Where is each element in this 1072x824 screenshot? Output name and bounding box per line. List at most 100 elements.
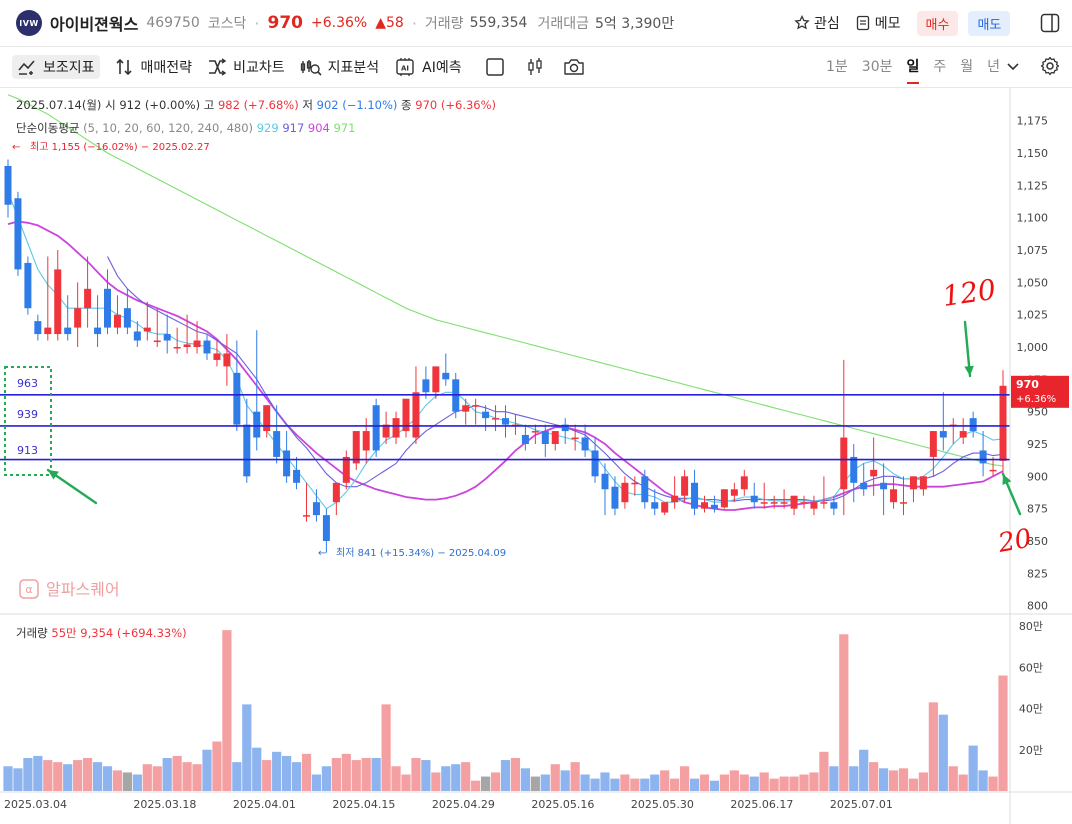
candle[interactable] bbox=[213, 340, 221, 367]
candle[interactable] bbox=[541, 424, 549, 457]
candle[interactable] bbox=[163, 314, 171, 354]
candle[interactable] bbox=[133, 321, 141, 347]
period-0[interactable]: 1분 bbox=[826, 59, 848, 75]
candle[interactable] bbox=[273, 405, 281, 464]
candle[interactable] bbox=[641, 469, 649, 509]
candle[interactable] bbox=[123, 288, 131, 335]
candle[interactable] bbox=[442, 353, 450, 386]
candle[interactable] bbox=[74, 282, 82, 347]
candle[interactable] bbox=[34, 314, 42, 341]
candle[interactable] bbox=[710, 495, 718, 513]
memo-button[interactable]: 메모 bbox=[856, 13, 901, 33]
candle[interactable] bbox=[94, 295, 102, 347]
candle[interactable] bbox=[492, 405, 500, 432]
candle[interactable] bbox=[303, 482, 310, 522]
candle[interactable] bbox=[432, 366, 440, 399]
period-dropdown-button[interactable] bbox=[1006, 59, 1020, 78]
candle[interactable] bbox=[322, 508, 330, 553]
watch-button[interactable]: 관심 bbox=[794, 13, 840, 33]
candle[interactable] bbox=[780, 489, 788, 509]
candle[interactable] bbox=[173, 327, 181, 354]
candle[interactable] bbox=[870, 437, 878, 496]
candle[interactable] bbox=[770, 495, 778, 509]
candle[interactable] bbox=[601, 463, 609, 516]
candle[interactable] bbox=[800, 495, 808, 509]
candle[interactable] bbox=[482, 405, 490, 432]
period-5[interactable]: 년 bbox=[987, 59, 1001, 75]
candle[interactable] bbox=[382, 411, 390, 444]
candle[interactable] bbox=[293, 456, 301, 490]
candle[interactable] bbox=[392, 411, 400, 444]
candle[interactable] bbox=[999, 370, 1007, 474]
candle[interactable] bbox=[511, 414, 519, 435]
candle[interactable] bbox=[412, 366, 420, 444]
candle[interactable] bbox=[342, 450, 350, 490]
tool-compare-button[interactable]: 비교차트 bbox=[207, 57, 285, 77]
candle[interactable] bbox=[661, 502, 669, 516]
draw-square-button[interactable] bbox=[485, 57, 505, 77]
sell-button[interactable]: 매도 bbox=[968, 10, 1011, 36]
candle[interactable] bbox=[561, 418, 569, 444]
candle[interactable] bbox=[472, 398, 480, 425]
candle[interactable] bbox=[790, 495, 798, 516]
screenshot-button[interactable] bbox=[563, 57, 585, 77]
candle[interactable] bbox=[531, 424, 539, 444]
candle[interactable] bbox=[621, 476, 629, 509]
candle[interactable] bbox=[312, 489, 320, 522]
period-2[interactable]: 일 bbox=[906, 56, 920, 84]
candle[interactable] bbox=[611, 476, 619, 516]
tool-ai-button[interactable]: AI AI예측 bbox=[394, 57, 462, 77]
candle[interactable] bbox=[740, 469, 748, 496]
candle[interactable] bbox=[949, 418, 957, 444]
candle[interactable] bbox=[402, 398, 410, 438]
candle[interactable] bbox=[551, 431, 559, 451]
candle[interactable] bbox=[671, 476, 679, 509]
candle[interactable] bbox=[929, 431, 937, 477]
candle[interactable] bbox=[681, 469, 689, 503]
tool-strategy-button[interactable]: 매매전략 bbox=[115, 57, 192, 77]
candle[interactable] bbox=[909, 476, 917, 503]
candle[interactable] bbox=[223, 334, 231, 386]
tool-analysis-button[interactable]: 지표분석 bbox=[300, 57, 379, 77]
candle[interactable] bbox=[352, 431, 360, 470]
candle[interactable] bbox=[183, 314, 191, 354]
candle[interactable] bbox=[730, 482, 738, 503]
candle[interactable] bbox=[959, 418, 967, 444]
candle[interactable] bbox=[193, 321, 201, 354]
candle[interactable] bbox=[890, 476, 898, 509]
tool-indicator-button[interactable]: 보조지표 bbox=[12, 55, 100, 79]
candle[interactable] bbox=[701, 495, 708, 513]
candle[interactable] bbox=[153, 308, 161, 347]
candle[interactable] bbox=[263, 405, 271, 438]
candle[interactable] bbox=[332, 482, 340, 516]
candle[interactable] bbox=[750, 482, 758, 509]
candle[interactable] bbox=[651, 489, 659, 516]
candle[interactable] bbox=[900, 476, 907, 516]
candle[interactable] bbox=[631, 476, 639, 496]
candle[interactable] bbox=[760, 482, 768, 509]
candle[interactable] bbox=[14, 191, 22, 276]
candle[interactable] bbox=[919, 476, 927, 496]
candle[interactable] bbox=[880, 463, 888, 516]
candle[interactable] bbox=[104, 269, 111, 335]
candle[interactable] bbox=[521, 424, 529, 451]
period-1[interactable]: 30분 bbox=[861, 59, 893, 75]
candle[interactable] bbox=[830, 495, 838, 516]
candle[interactable] bbox=[571, 424, 579, 451]
candle[interactable] bbox=[143, 301, 151, 341]
candle[interactable] bbox=[720, 489, 728, 509]
layout-toggle-button[interactable] bbox=[1040, 13, 1060, 37]
candle[interactable] bbox=[203, 334, 211, 360]
candle[interactable] bbox=[820, 476, 828, 509]
candle[interactable] bbox=[939, 392, 947, 451]
candle[interactable] bbox=[691, 469, 699, 516]
candle[interactable] bbox=[850, 444, 858, 503]
candle[interactable] bbox=[969, 411, 977, 438]
candle[interactable] bbox=[113, 295, 121, 335]
candle[interactable] bbox=[979, 431, 987, 477]
candle[interactable] bbox=[283, 431, 291, 483]
period-4[interactable]: 월 bbox=[960, 59, 974, 75]
candle[interactable] bbox=[4, 159, 12, 218]
candle[interactable] bbox=[54, 250, 62, 341]
candle[interactable] bbox=[253, 330, 261, 451]
